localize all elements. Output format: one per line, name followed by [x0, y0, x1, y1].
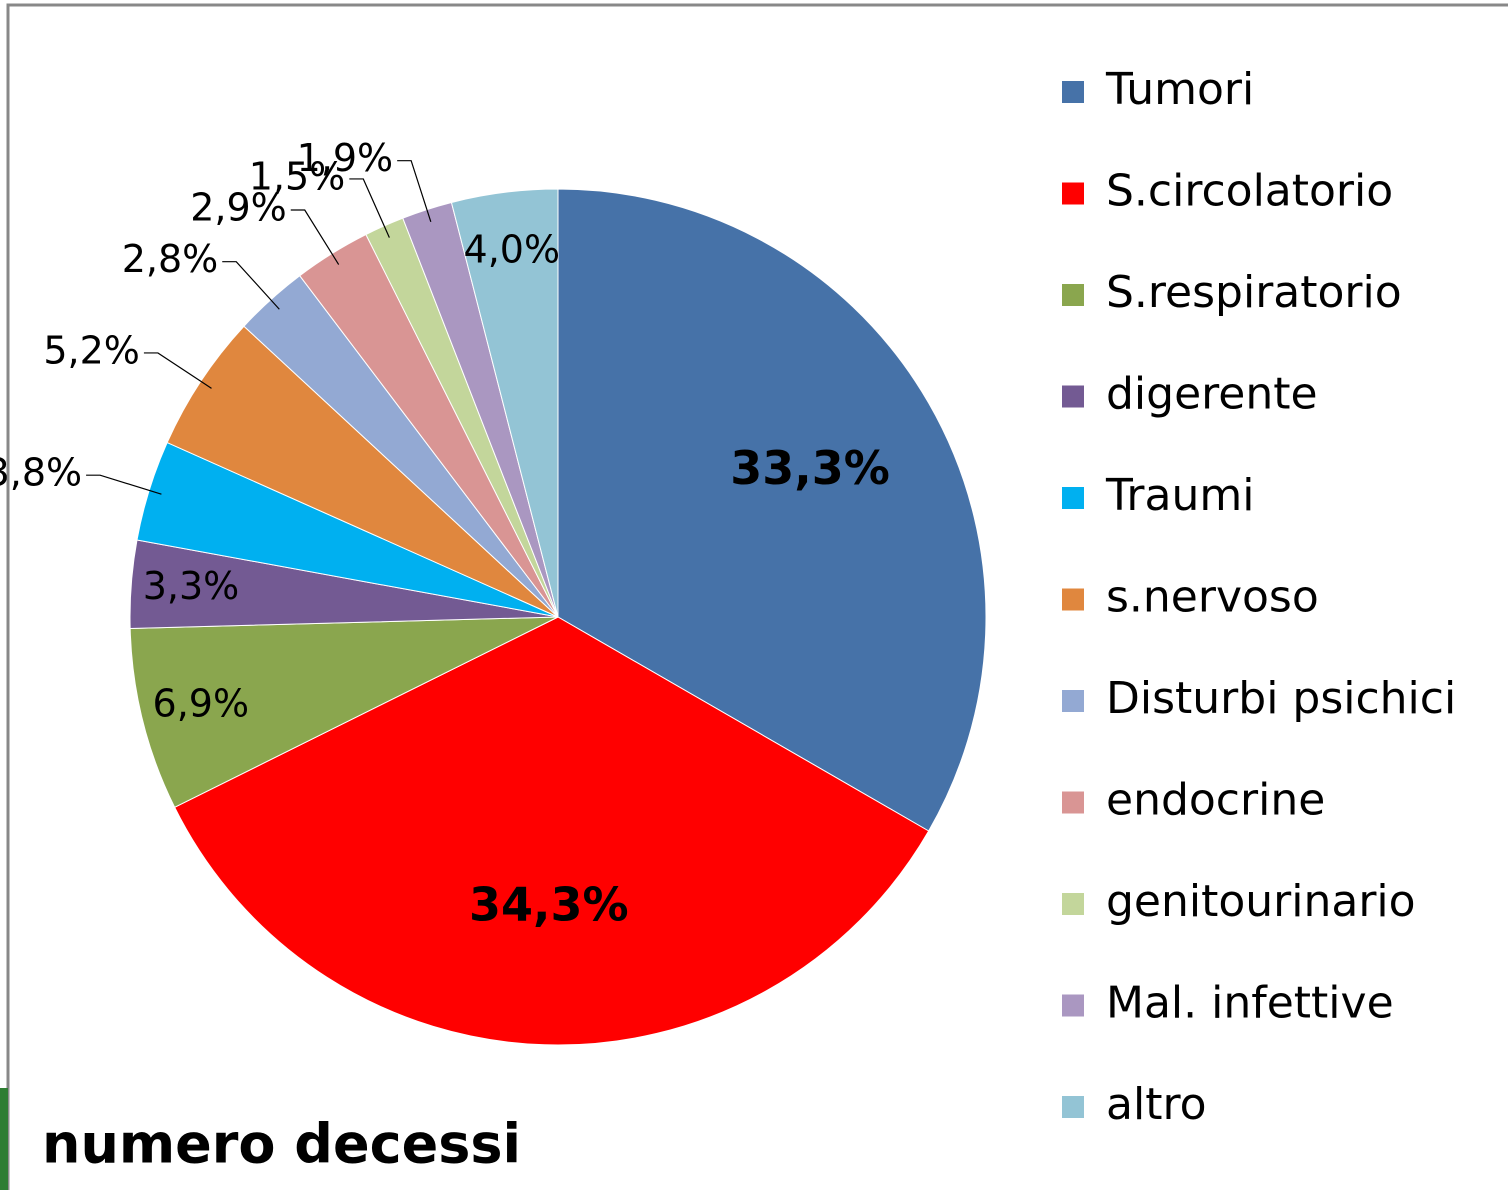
legend-swatch: [1062, 1096, 1084, 1118]
legend-label: s.nervoso: [1106, 572, 1319, 623]
legend-swatch: [1062, 588, 1084, 611]
legend-swatch: [1062, 182, 1084, 205]
data-label: 2,8%: [122, 237, 219, 281]
leader-line: [86, 474, 162, 495]
data-label: 3,3%: [143, 564, 240, 608]
data-label: 2,9%: [190, 186, 287, 230]
data-label: 33,3%: [730, 441, 890, 495]
legend-label: Traumi: [1105, 470, 1254, 521]
legend-label: digerente: [1106, 369, 1318, 420]
legend-label: endocrine: [1106, 775, 1325, 826]
pie-slice: [557, 188, 987, 832]
legend-swatch: [1062, 791, 1084, 814]
legend-swatch: [1062, 385, 1084, 408]
data-label: 3,8%: [0, 451, 82, 495]
legend-label: altro: [1106, 1079, 1206, 1130]
legend-label: Mal. infettive: [1106, 978, 1394, 1029]
legend-swatch: [1062, 893, 1084, 915]
side-strip: [0, 1088, 8, 1190]
data-label: 5,2%: [43, 328, 140, 372]
pie-slice: [129, 616, 559, 808]
legend-swatch: [1062, 487, 1084, 509]
legend-label: Disturbi psichici: [1106, 673, 1456, 724]
pie-slice: [450, 188, 559, 618]
data-label: 6,9%: [153, 681, 250, 725]
legend-swatch: [1062, 81, 1084, 103]
leader-line: [349, 178, 390, 238]
data-label: 1,5%: [249, 154, 346, 198]
legend-label: genitourinario: [1106, 876, 1416, 927]
legend-label: S.respiratorio: [1106, 267, 1402, 318]
leader-line: [222, 261, 280, 310]
chart-title: numero decessi: [42, 1113, 521, 1176]
legend-swatch: [1062, 690, 1084, 712]
data-label: 1,9%: [297, 136, 394, 180]
leader-line: [290, 209, 340, 265]
legend-label: S.circolatorio: [1106, 166, 1393, 217]
legend-label: Tumori: [1105, 64, 1254, 115]
leader-line: [397, 160, 432, 222]
legend-swatch: [1062, 994, 1084, 1017]
data-label: 34,3%: [469, 877, 629, 931]
legend-swatch: [1062, 284, 1084, 306]
pie-slice: [173, 616, 930, 1046]
data-label: 4,0%: [464, 227, 561, 271]
leader-line: [143, 352, 212, 389]
